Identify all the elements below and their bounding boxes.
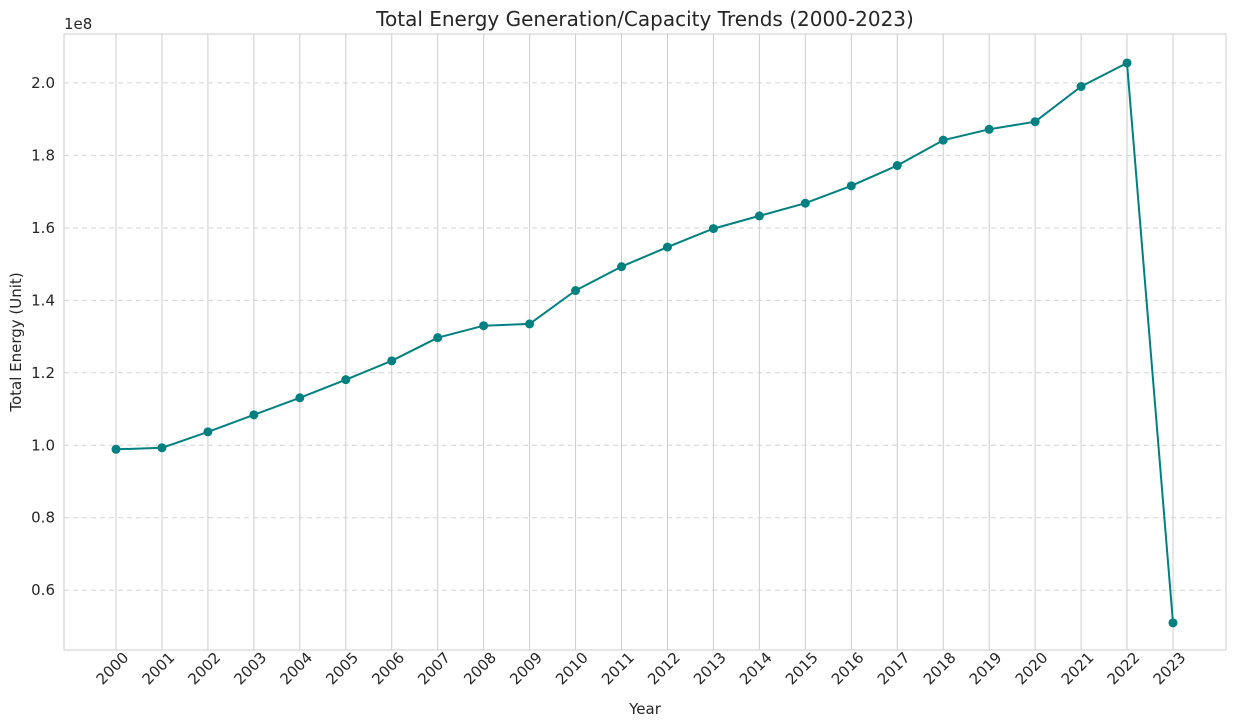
data-point (1076, 82, 1086, 92)
data-point (846, 181, 856, 191)
plot-background (64, 34, 1226, 650)
y-tick-label: 1.6 (31, 219, 55, 237)
x-tick-label: 2015 (782, 649, 822, 689)
x-tick-label: 2011 (598, 649, 638, 689)
y-tick-label: 0.8 (31, 509, 55, 527)
data-point (157, 443, 167, 453)
data-point (341, 375, 351, 385)
data-point (433, 333, 443, 343)
x-tick-label: 2023 (1150, 649, 1190, 689)
x-tick-label: 2018 (920, 649, 960, 689)
data-point (754, 211, 764, 221)
data-point (571, 286, 581, 296)
data-point (892, 161, 902, 171)
x-tick-label: 2016 (828, 649, 868, 689)
data-point (525, 319, 535, 329)
data-point (708, 224, 718, 234)
data-point (1030, 117, 1040, 127)
data-point (800, 198, 810, 208)
x-tick-label: 2002 (185, 649, 225, 689)
x-tick-label: 2007 (414, 649, 454, 689)
y-tick-label: 1.8 (31, 146, 55, 164)
data-point (249, 410, 259, 420)
y-tick-label: 1.2 (31, 364, 55, 382)
x-tick-label: 2019 (966, 649, 1006, 689)
data-point (662, 242, 672, 252)
x-tick-label: 2012 (644, 649, 684, 689)
x-tick-label: 2022 (1104, 649, 1144, 689)
y-tick-label: 1.4 (31, 291, 55, 309)
data-point (617, 262, 627, 272)
x-tick-label: 2013 (690, 649, 730, 689)
x-tick-label: 2009 (506, 649, 546, 689)
x-tick-label: 2014 (736, 649, 776, 689)
x-tick-label: 2020 (1012, 649, 1052, 689)
x-tick-label: 2021 (1058, 649, 1098, 689)
x-tick-label: 2008 (460, 649, 500, 689)
chart-title: Total Energy Generation/Capacity Trends … (375, 7, 914, 31)
series-line (115, 62, 1174, 623)
x-tick-label: 2005 (322, 649, 362, 689)
plot-area: 0.6 0.8 1.0 1.2 1.4 1.6 1.8 2.0 2000 2001 2002 2003… (31, 33, 1227, 689)
data-point (1122, 58, 1132, 68)
data-point (387, 356, 397, 366)
data-point (984, 124, 994, 134)
data-point (111, 444, 121, 454)
y-axis-offset-label: 1e8 (64, 15, 92, 33)
x-tick-label: 2003 (230, 649, 270, 689)
x-tick-label: 2000 (93, 649, 133, 689)
plot-frame (63, 33, 1227, 651)
data-point (1168, 618, 1178, 628)
data-point (295, 393, 305, 403)
y-tick-label: 1.0 (31, 436, 55, 454)
x-tick-label: 2010 (552, 649, 592, 689)
x-tick-label: 2006 (368, 649, 408, 689)
y-tick-label: 2.0 (31, 74, 55, 92)
y-axis-label: Total Energy (Unit) (7, 272, 25, 412)
x-tick-label: 2004 (276, 649, 316, 689)
data-point (203, 427, 213, 437)
y-tick-label: 0.6 (31, 581, 55, 599)
data-point (479, 321, 489, 331)
x-tick-label: 2017 (874, 649, 914, 689)
data-point (938, 135, 948, 145)
x-axis-label: Year (628, 700, 662, 718)
x-tick-label: 2001 (139, 649, 179, 689)
